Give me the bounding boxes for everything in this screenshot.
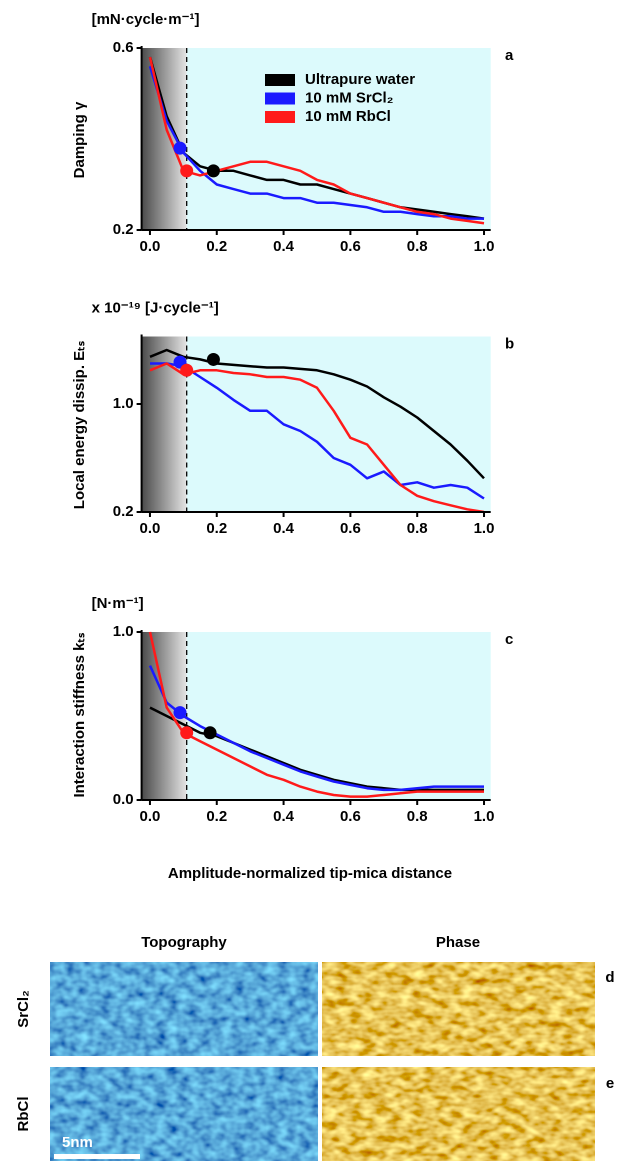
unit-label: [mN·cycle·m⁻¹] [92,11,200,28]
series-line [148,65,484,220]
x-tick-label: 0.4 [273,520,295,537]
x-tick-label: 0.0 [140,238,161,255]
y-tick-label: 1.0 [113,395,134,412]
highlight-point [173,141,187,155]
y-tick-label: 0.6 [113,39,134,56]
y-axis-label: Damping γ [71,101,88,178]
highlight-point [180,164,194,178]
x-tick-label: 0.4 [273,238,295,255]
legend-label: 10 mM SrCl₂ [305,89,393,106]
x-tick-label: 1.0 [474,808,495,825]
y-tick-label: 0.0 [113,791,134,808]
x-tick-label: 0.6 [340,520,361,537]
highlight-point [180,726,194,740]
shaded-region [141,48,187,230]
x-tick-label: 1.0 [474,520,495,537]
chart: 0.2 0.6 0.0 0.2 0.4 0.6 0.8 1.0 [mN·cycle·m⁻¹] a D… [71,11,514,255]
x-tick-label: 0.0 [140,808,161,825]
y-axis-label: Local energy dissip. Eₜₛ [71,340,88,509]
highlight-point [206,164,220,178]
y-tick-label: 0.2 [113,503,134,520]
x-tick-label: 0.8 [407,808,428,825]
background-region [186,48,491,230]
topography-image [50,1067,318,1161]
scale-bar-label: 5nm [62,1134,93,1151]
x-tick-label: 0.6 [340,238,361,255]
legend-swatch [265,92,295,105]
topography-image [50,962,318,1056]
x-tick-label: 0.6 [340,808,361,825]
column-label: Phase [436,934,480,951]
series-line [150,362,485,500]
panel-letter: d [605,969,614,986]
x-tick-label: 0.4 [273,808,295,825]
legend-label: Ultrapure water [305,71,415,88]
series-line [149,348,485,480]
x-tick-label: 0.2 [206,808,227,825]
panel-letter: b [505,335,514,352]
y-tick-label: 1.0 [113,623,134,640]
legend-label: 10 mM RbCl [305,108,391,125]
series-line [149,362,485,514]
y-tick-label: 0.2 [113,221,134,238]
panel-letter: a [505,47,514,64]
highlight-point [203,726,217,740]
x-tick-label: 0.8 [407,238,428,255]
legend-swatch [265,111,295,123]
series-line [148,631,484,798]
x-tick-label: 0.8 [407,520,428,537]
row-label: SrCl₂ [15,990,32,1028]
image-panels: Topography Phase SrCl₂ RbCl d e 5nm [15,934,615,1161]
chart: 0.2 1.0 0.0 0.2 0.4 0.6 0.8 1.0 x 10⁻¹⁹ [J·cycle… [71,299,514,537]
y-axis-label: Interaction stiffness kₜₛ [71,632,88,797]
panel-letter: e [606,1075,614,1092]
series-line [148,56,485,220]
legend-swatch [265,74,295,86]
highlight-point [180,363,194,377]
x-tick-label: 0.0 [140,520,161,537]
column-label: Topography [141,934,227,951]
x-tick-label: 0.2 [206,238,227,255]
background-region [186,632,491,800]
unit-label: x 10⁻¹⁹ [J·cycle⁻¹] [92,299,219,316]
x-axis-label: Amplitude-normalized tip-mica distance [168,865,452,882]
unit-label: [N·m⁻¹] [92,595,144,612]
phase-image [322,962,595,1056]
x-tick-label: 1.0 [474,238,495,255]
chart: 0.0 1.0 0.0 0.2 0.4 0.6 0.8 1.0 [N·m⁻¹] c Interact… [71,595,513,882]
highlight-point [206,352,220,366]
x-tick-label: 0.2 [206,520,227,537]
panel-letter: c [505,631,513,648]
highlight-point [173,706,187,720]
series-line [148,56,485,225]
phase-image [322,1067,595,1161]
scale-bar [54,1154,140,1159]
row-label: RbCl [15,1097,32,1132]
